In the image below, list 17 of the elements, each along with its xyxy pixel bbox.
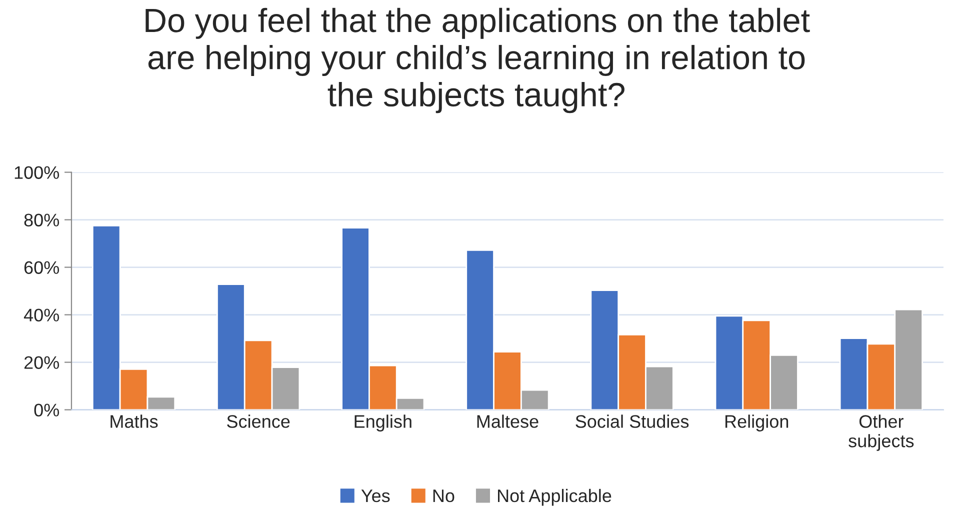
y-tick-label: 20% [24,356,60,369]
y-tick-label: 60% [24,261,60,274]
y-tick-label: 40% [24,308,60,322]
legend-label: Yes [361,490,390,502]
x-tick-label: Science [227,414,290,428]
legend-label: No [433,490,454,502]
x-tick-label: Maltese [477,414,538,428]
y-tick-label: 100% [14,166,60,179]
x-tick-label: Maths [110,414,158,428]
x-tick-label: English [354,414,412,432]
chart-title: Do you feel that the applications on the tablet are helping your child’s learning in relation to the subjects taught? [146,8,810,114]
x-tick-label: Religion [725,414,788,432]
x-tick-label: Social Studies [576,414,689,428]
y-tick-label: 0% [34,404,60,416]
legend-label: Not Applicable [498,488,612,506]
y-tick-label: 80% [24,214,60,226]
x-tick-label: Other subjects [848,414,914,451]
